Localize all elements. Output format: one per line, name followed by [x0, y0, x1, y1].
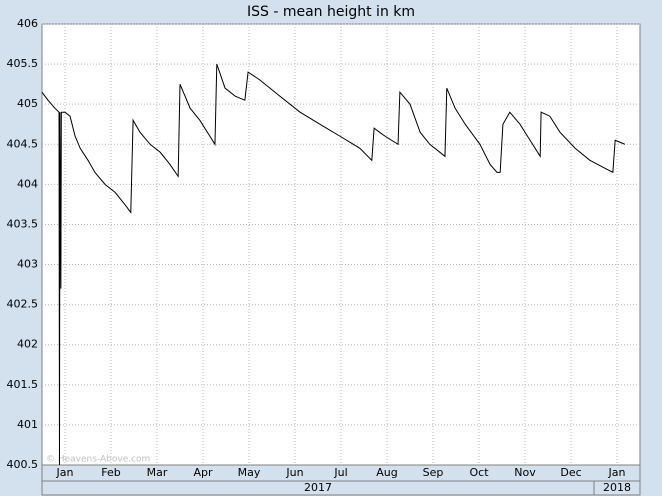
y-tick-label: 405 [17, 97, 38, 110]
year-label: 2018 [603, 481, 631, 494]
x-tick-label: Apr [193, 466, 213, 479]
y-tick-label: 403.5 [7, 217, 39, 230]
plot-area [41, 23, 641, 466]
x-tick-label: Aug [376, 466, 397, 479]
x-tick-label: Jul [333, 466, 347, 479]
x-tick-label: Dec [560, 466, 581, 479]
x-tick-label: Mar [147, 466, 168, 479]
chart-title: ISS - mean height in km [247, 4, 415, 20]
y-tick-label: 404.5 [7, 137, 39, 150]
y-tick-label: 404 [17, 177, 38, 190]
y-tick-label: 401 [17, 418, 38, 431]
y-tick-label: 402.5 [7, 298, 39, 311]
y-tick-label: 402 [17, 338, 38, 351]
x-axis-band [41, 464, 641, 496]
x-tick-label: Jun [285, 466, 303, 479]
x-tick-label: Sep [423, 466, 444, 479]
x-tick-label: Jan [608, 466, 626, 479]
y-tick-label: 405.5 [7, 57, 39, 70]
x-tick-label: Nov [514, 466, 536, 479]
y-tick-label: 403 [17, 258, 38, 271]
x-tick-label: Feb [101, 466, 120, 479]
y-tick-label: 400.5 [7, 458, 39, 471]
year-label: 2017 [304, 481, 332, 494]
data-line [41, 63, 626, 466]
y-tick-label: 406 [17, 17, 38, 30]
x-tick-label: Jan [56, 466, 74, 479]
x-tick-label: May [238, 466, 261, 479]
y-tick-label: 401.5 [7, 378, 39, 391]
watermark: © Heavens-Above.com [46, 455, 150, 465]
x-tick-label: Oct [469, 466, 489, 479]
